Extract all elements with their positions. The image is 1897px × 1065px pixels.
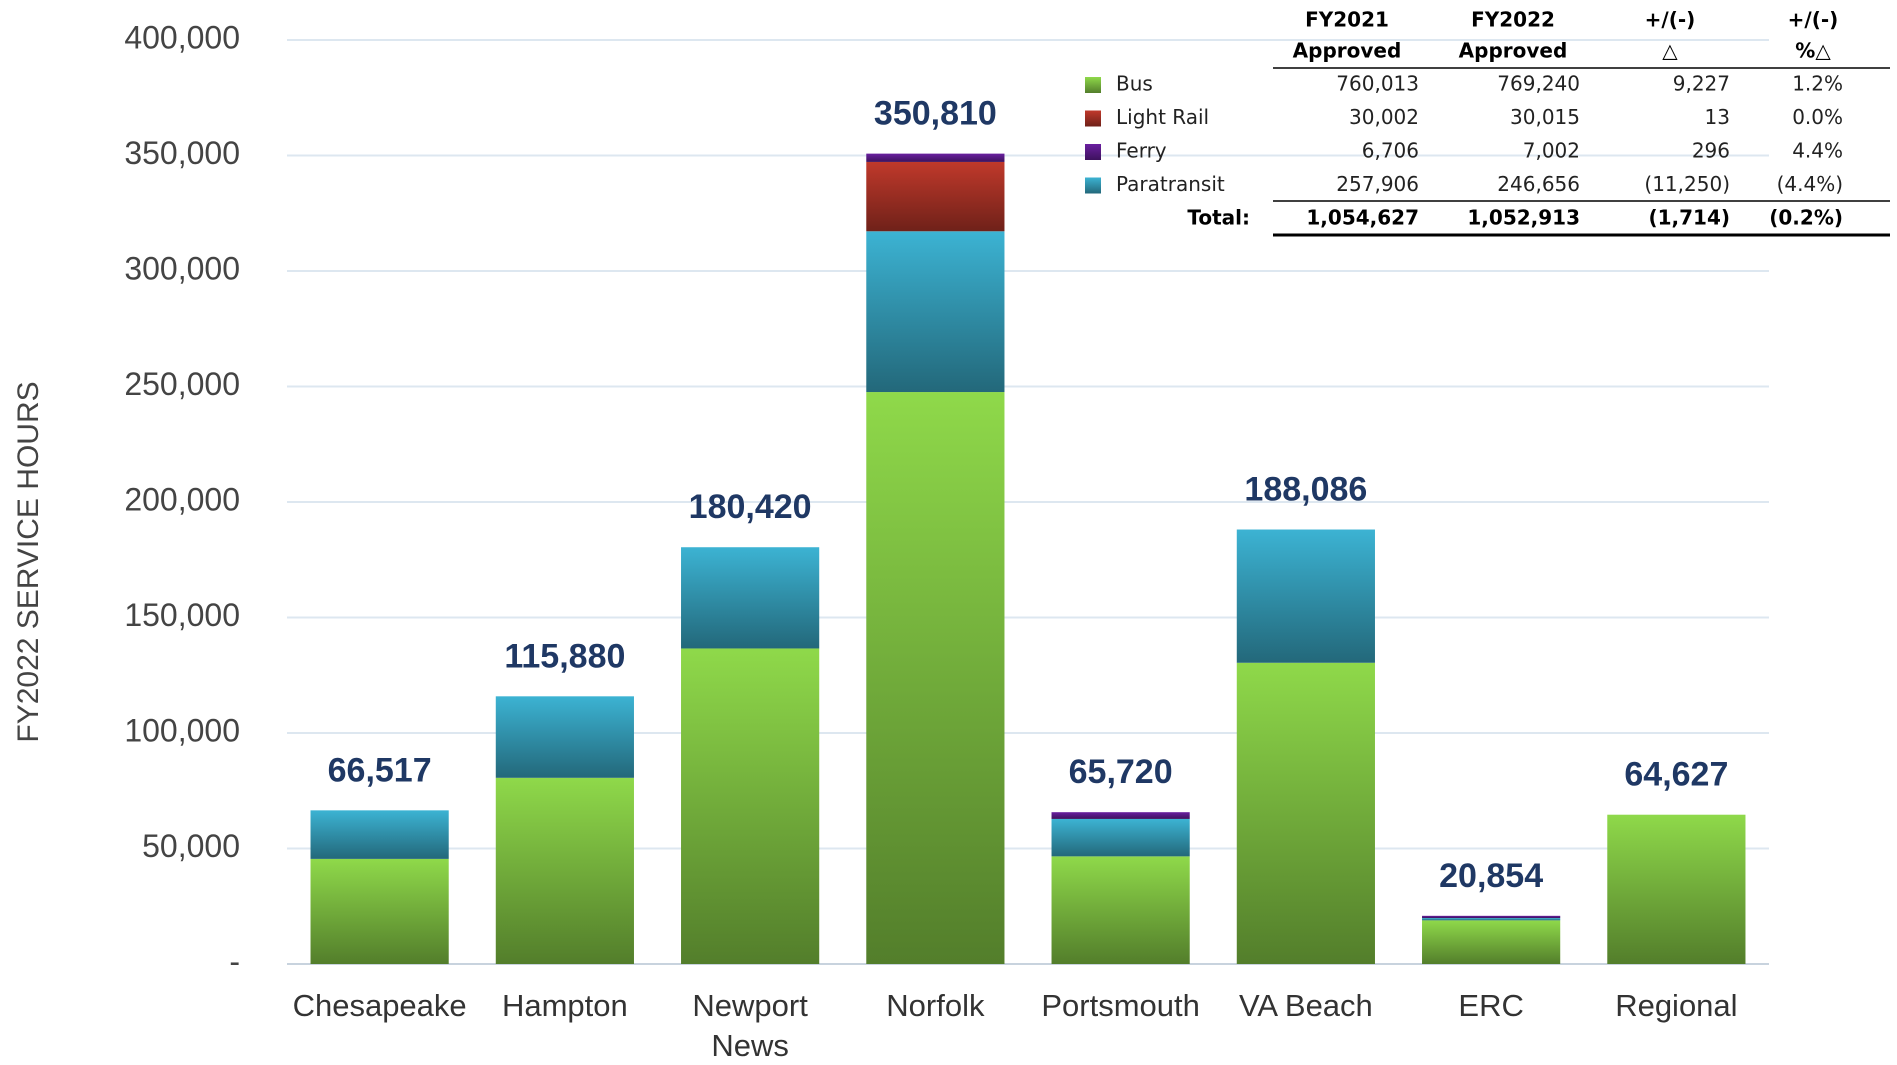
bar-segment [495,696,634,778]
table-cell: 1.2% [1792,72,1843,96]
bar-segment [1051,856,1190,964]
total-label: 180,420 [689,488,812,526]
x-tick-label: Portsmouth [1041,988,1200,1023]
x-tick-label: Hampton [502,988,628,1023]
legend-label: Ferry [1116,139,1167,163]
bar-segment [681,547,820,649]
bar-segment [681,648,820,964]
table-cell: (11,250) [1644,172,1730,196]
x-tick-label: VA Beach [1239,988,1373,1023]
bar-segment [1422,920,1561,964]
y-tick-label: 300,000 [124,250,240,286]
total-label: 188,086 [1244,471,1367,509]
x-tick-label: Chesapeake [293,988,467,1023]
table-cell: 9,227 [1673,72,1730,96]
table-header: Approved [1293,39,1402,63]
bar-segment [1236,662,1375,964]
y-tick-label: 250,000 [124,366,240,402]
y-tick-label: 50,000 [142,828,240,864]
bar-segment [1236,529,1375,663]
x-tick-label: Norfolk [886,988,985,1023]
bar-segment [495,777,634,964]
x-tick-label: ERC [1458,988,1523,1023]
table-header: %△ [1795,39,1831,63]
x-tick-label: Newport News [692,988,808,1063]
table-cell: 257,906 [1336,172,1419,196]
total-label: 20,854 [1439,857,1543,895]
y-tick-label: 100,000 [124,712,240,748]
table-total-label: Total: [1187,206,1250,230]
legend-swatch [1085,110,1101,127]
bar-segment [866,392,1005,964]
bar-segment [1422,915,1561,919]
table-cell: 246,656 [1497,172,1580,196]
legend-swatch [1085,77,1101,93]
bar-segment [310,858,449,964]
table-cell: 296 [1692,139,1730,163]
table-total-cell: 1,052,913 [1467,206,1580,230]
table-header: +/(-) [1788,8,1839,32]
y-tick-label: 150,000 [124,597,240,633]
bar-segment [1607,814,1746,964]
table-cell: (4.4%) [1777,172,1843,196]
legend-swatch [1085,144,1101,160]
table-header: FY2021 [1305,8,1389,32]
table-total-cell: 1,054,627 [1306,206,1419,230]
bar-segment [866,153,1005,162]
total-label: 65,720 [1069,753,1173,791]
bar-segment [1422,918,1561,921]
table-header: +/(-) [1645,8,1696,32]
legend-label: Light Rail [1116,105,1209,129]
legend-swatch [1085,177,1101,194]
table-total-cell: (1,714) [1648,206,1730,230]
total-label: 115,880 [504,637,625,675]
total-label: 64,627 [1624,756,1728,794]
bar-segment [866,231,1005,393]
table-cell: 769,240 [1497,72,1580,96]
table-header: Approved [1459,39,1568,63]
y-axis-label: FY2022 SERVICE HOURS [12,381,45,742]
total-label: 66,517 [328,751,432,789]
bar-segment [1051,818,1190,857]
table-header: △ [1662,39,1678,63]
total-label: 350,810 [874,95,997,133]
y-tick-label: - [229,943,240,979]
table-cell: 0.0% [1792,105,1843,129]
bar-segment [310,810,449,859]
bar-segment [1051,812,1190,819]
table-header: FY2022 [1471,8,1555,32]
x-tick-label: Regional [1615,988,1737,1023]
table-cell: 4.4% [1792,139,1843,163]
y-tick-label: 200,000 [124,481,240,517]
table-cell: 760,013 [1336,72,1419,96]
bar-segment [866,161,1005,232]
table-cell: 30,015 [1510,105,1580,129]
table-total-cell: (0.2%) [1769,206,1843,230]
table-cell: 7,002 [1523,139,1580,163]
y-tick-label: 400,000 [124,19,240,55]
legend-label: Paratransit [1116,172,1225,196]
table-cell: 30,002 [1349,105,1419,129]
table-cell: 6,706 [1362,139,1419,163]
y-tick-label: 350,000 [124,135,240,171]
table-cell: 13 [1705,105,1730,129]
legend-label: Bus [1116,72,1153,96]
